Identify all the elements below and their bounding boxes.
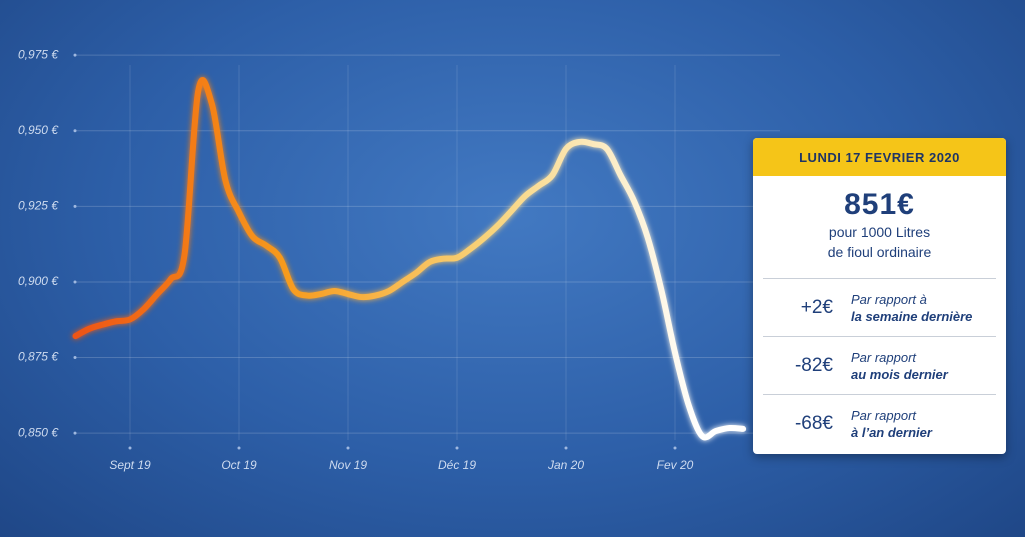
compare-label: Par rapport [851, 407, 917, 423]
compare-label: Par rapport à [851, 291, 927, 307]
tick-mark [128, 446, 132, 450]
card-sub: de fioul ordinaire [827, 244, 932, 260]
y-tick-label: 0,850 € [18, 425, 59, 439]
card-row: +2€ Par rapport à la semaine dernière [763, 278, 996, 336]
price-card: LUNDI 17 FEVRIER 2020 851€ pour 1000 Lit… [753, 138, 1006, 454]
x-tick-label: Déc 19 [438, 458, 476, 472]
tick-mark [346, 446, 350, 450]
x-tick-label: Sept 19 [109, 458, 151, 472]
tick-mark [73, 431, 77, 435]
tick-mark [237, 446, 241, 450]
tick-mark [673, 446, 677, 450]
price-line [72, 77, 747, 441]
card-rows: +2€ Par rapport à la semaine dernière -82€… [753, 278, 1006, 452]
tick-mark [73, 280, 77, 284]
x-tick-label: Oct 19 [221, 458, 257, 472]
y-tick-label: 0,975 € [18, 47, 59, 61]
y-tick-label: 0,900 € [18, 274, 59, 288]
y-tick-label: 0,950 € [18, 123, 59, 137]
tick-mark [73, 53, 77, 57]
delta: -82€ [794, 354, 833, 376]
delta: +2€ [800, 296, 833, 318]
compare: Par rapport au mois dernier [851, 349, 948, 383]
compare: Par rapport à la semaine dernière [851, 291, 972, 325]
x-tick-label: Jan 20 [547, 458, 584, 472]
tick-mark [455, 446, 459, 450]
card-row: -68€ Par rapport à l’an dernier [763, 394, 996, 452]
x-tick-label: Fev 20 [657, 458, 694, 472]
card-price: 851€ [844, 188, 915, 221]
compare: Par rapport à l’an dernier [851, 407, 932, 441]
delta: -68€ [794, 412, 833, 434]
compare-period: au mois dernier [851, 366, 948, 382]
y-tick-label: 0,875 € [18, 350, 59, 364]
tick-mark [73, 129, 77, 133]
compare-period: la semaine dernière [851, 308, 973, 324]
y-tick-label: 0,925 € [18, 199, 59, 213]
compare-label: Par rapport [851, 349, 917, 365]
card-row: -82€ Par rapport au mois dernier [763, 336, 996, 394]
compare-period: à l’an dernier [851, 424, 932, 440]
x-tick-label: Nov 19 [329, 458, 367, 472]
tick-mark [73, 204, 77, 208]
card-date: LUNDI 17 FEVRIER 2020 [753, 138, 1006, 176]
tick-mark [564, 446, 568, 450]
card-sub: pour 1000 Litres [828, 224, 931, 240]
tick-mark [73, 356, 77, 360]
